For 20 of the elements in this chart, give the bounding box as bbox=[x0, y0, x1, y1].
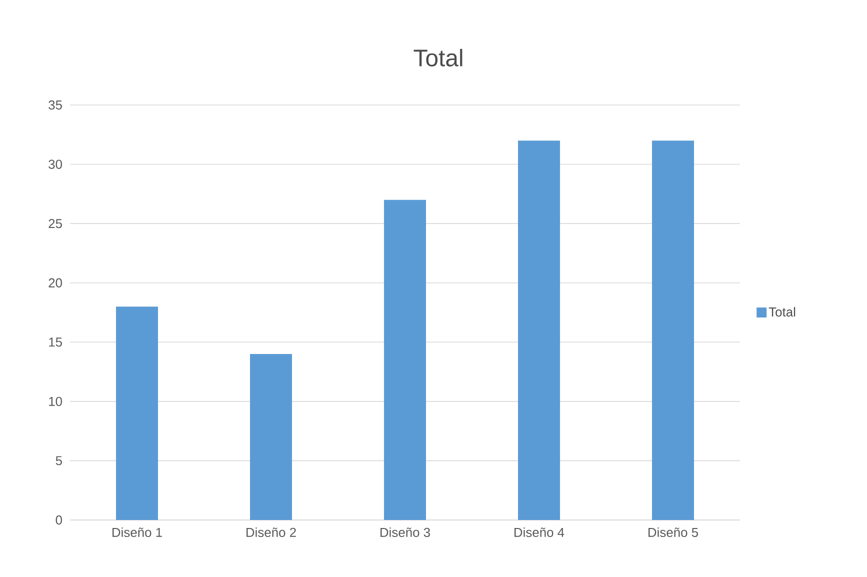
y-tick-label: 10 bbox=[49, 396, 62, 406]
y-tick-label: 35 bbox=[48, 100, 62, 110]
chart-title: Total bbox=[414, 48, 462, 66]
bar bbox=[116, 306, 158, 520]
bar bbox=[518, 140, 560, 520]
x-tick-label: Diseño 4 bbox=[514, 528, 564, 538]
y-tick-label: 30 bbox=[48, 160, 62, 169]
y-tick-label: 25 bbox=[48, 218, 62, 228]
legend-label: Total bbox=[768, 307, 796, 317]
bar bbox=[652, 140, 694, 520]
bar bbox=[384, 200, 426, 520]
x-tick-label: Diseño 1 bbox=[112, 528, 162, 538]
y-tick-label: 15 bbox=[49, 338, 62, 347]
x-tick-label: Diseño 2 bbox=[246, 528, 296, 538]
y-tick-label: 0 bbox=[56, 515, 62, 525]
x-tick-label: Diseño 5 bbox=[648, 528, 698, 538]
bar bbox=[250, 354, 292, 520]
y-tick-label: 20 bbox=[48, 278, 62, 288]
y-tick-label: 5 bbox=[56, 456, 62, 466]
x-tick-label: Diseño 3 bbox=[380, 528, 430, 538]
